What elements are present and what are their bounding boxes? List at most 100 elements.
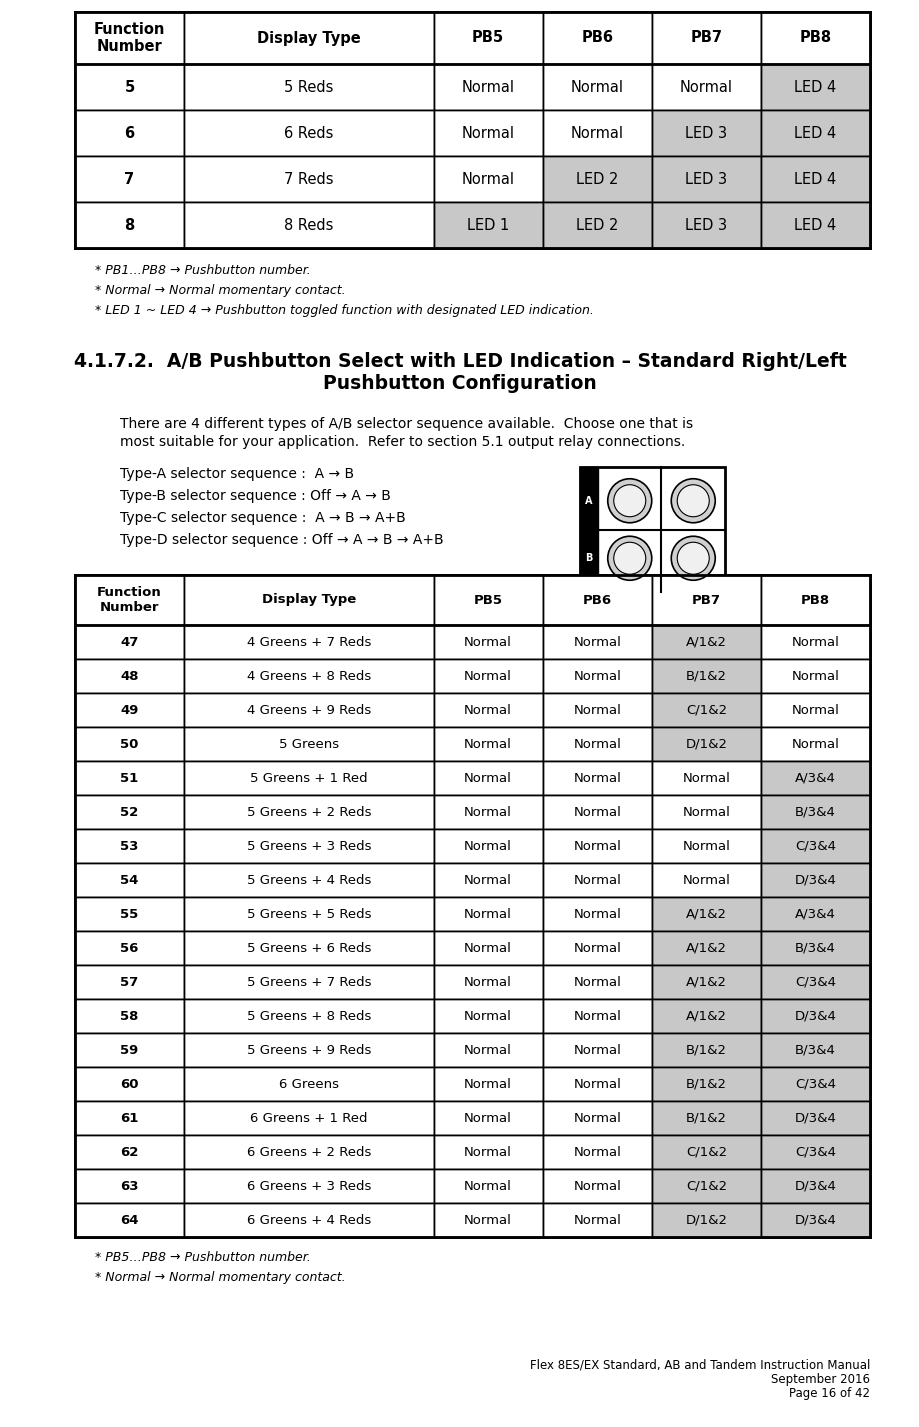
Bar — [75, 930, 184, 965]
Bar — [651, 64, 760, 110]
Text: Normal: Normal — [464, 1180, 512, 1193]
Text: Normal: Normal — [682, 873, 730, 886]
Text: Normal: Normal — [464, 1077, 512, 1090]
Text: 5 Reds: 5 Reds — [284, 80, 334, 94]
Text: D/3&4: D/3&4 — [794, 1009, 835, 1023]
Bar — [75, 11, 869, 248]
Bar — [433, 575, 542, 625]
Text: Function
Number: Function Number — [97, 586, 162, 614]
Text: LED 3: LED 3 — [685, 126, 727, 140]
Text: 63: 63 — [120, 1180, 139, 1193]
Bar — [542, 761, 651, 795]
Text: C/3&4: C/3&4 — [794, 839, 835, 852]
Text: 58: 58 — [120, 1009, 139, 1023]
Bar — [75, 110, 184, 156]
Bar — [75, 726, 184, 761]
Bar — [760, 625, 869, 659]
Bar — [651, 11, 760, 64]
Bar — [542, 999, 651, 1033]
Text: 5 Greens + 3 Reds: 5 Greens + 3 Reds — [246, 839, 370, 852]
Text: Normal: Normal — [790, 635, 838, 648]
Text: Normal: Normal — [464, 635, 512, 648]
Bar — [760, 11, 869, 64]
Text: Normal: Normal — [573, 976, 620, 989]
Text: Normal: Normal — [573, 738, 620, 751]
Bar — [760, 1134, 869, 1169]
Bar — [184, 795, 433, 829]
Bar — [184, 1067, 433, 1102]
Text: 47: 47 — [120, 635, 139, 648]
Text: Normal: Normal — [573, 839, 620, 852]
Bar — [75, 625, 184, 659]
Text: Flex 8ES/EX Standard, AB and Tandem Instruction Manual: Flex 8ES/EX Standard, AB and Tandem Inst… — [529, 1359, 869, 1371]
Text: A: A — [584, 495, 592, 505]
Text: Normal: Normal — [464, 976, 512, 989]
Text: A/3&4: A/3&4 — [794, 772, 835, 785]
Bar — [433, 110, 542, 156]
Bar — [651, 156, 760, 203]
Text: 4 Greens + 7 Reds: 4 Greens + 7 Reds — [246, 635, 370, 648]
Text: C/1&2: C/1&2 — [685, 1146, 726, 1159]
Text: 64: 64 — [120, 1213, 139, 1226]
Text: * PB5…PB8 → Pushbutton number.: * PB5…PB8 → Pushbutton number. — [95, 1251, 311, 1264]
Text: Normal: Normal — [679, 80, 732, 94]
Bar — [433, 1134, 542, 1169]
Text: 5 Greens + 6 Reds: 5 Greens + 6 Reds — [246, 942, 370, 955]
Text: LED 3: LED 3 — [685, 217, 727, 233]
Bar — [75, 1067, 184, 1102]
Text: * Normal → Normal momentary contact.: * Normal → Normal momentary contact. — [95, 284, 346, 297]
Circle shape — [613, 542, 645, 574]
Text: Normal: Normal — [573, 772, 620, 785]
Text: 4.1.7.2.  A/B Pushbutton Select with LED Indication – Standard Right/Left: 4.1.7.2. A/B Pushbutton Select with LED … — [74, 352, 845, 371]
Bar — [651, 930, 760, 965]
Bar — [542, 863, 651, 898]
Text: PB5: PB5 — [473, 594, 502, 606]
Bar — [433, 1169, 542, 1203]
Text: D/1&2: D/1&2 — [685, 738, 727, 751]
Text: D/3&4: D/3&4 — [794, 1213, 835, 1226]
Text: Normal: Normal — [573, 1043, 620, 1056]
Text: Page 16 of 42: Page 16 of 42 — [789, 1387, 869, 1400]
Bar — [433, 965, 542, 999]
Text: 53: 53 — [120, 839, 139, 852]
Text: LED 2: LED 2 — [575, 171, 618, 187]
Bar — [760, 110, 869, 156]
Bar — [433, 930, 542, 965]
Text: 59: 59 — [120, 1043, 139, 1056]
Bar — [651, 898, 760, 930]
Bar — [760, 659, 869, 694]
Circle shape — [676, 542, 709, 574]
Text: * Normal → Normal momentary contact.: * Normal → Normal momentary contact. — [95, 1271, 346, 1284]
Text: PB6: PB6 — [581, 30, 613, 46]
Bar — [184, 625, 433, 659]
Text: 54: 54 — [120, 873, 139, 886]
Text: * PB1…PB8 → Pushbutton number.: * PB1…PB8 → Pushbutton number. — [95, 264, 311, 277]
Text: There are 4 different types of A/B selector sequence available.  Choose one that: There are 4 different types of A/B selec… — [119, 417, 692, 431]
Bar — [579, 467, 724, 592]
Bar — [760, 726, 869, 761]
Text: Normal: Normal — [790, 738, 838, 751]
Bar — [760, 965, 869, 999]
Bar — [542, 1102, 651, 1134]
Bar — [542, 1203, 651, 1237]
Circle shape — [607, 537, 651, 581]
Text: Normal: Normal — [464, 805, 512, 819]
Text: Normal: Normal — [682, 839, 730, 852]
Text: B/1&2: B/1&2 — [685, 1077, 726, 1090]
Bar — [75, 829, 184, 863]
Bar — [651, 761, 760, 795]
Text: B/3&4: B/3&4 — [794, 805, 835, 819]
Text: 4 Greens + 8 Reds: 4 Greens + 8 Reds — [246, 669, 370, 682]
Bar — [542, 694, 651, 726]
Bar — [760, 1102, 869, 1134]
Bar — [760, 203, 869, 248]
Bar — [542, 625, 651, 659]
Bar — [542, 795, 651, 829]
Text: Normal: Normal — [464, 1009, 512, 1023]
Bar — [651, 110, 760, 156]
Text: 7 Reds: 7 Reds — [284, 171, 334, 187]
Text: 48: 48 — [120, 669, 139, 682]
Text: LED 2: LED 2 — [575, 217, 618, 233]
Text: B/1&2: B/1&2 — [685, 1043, 726, 1056]
Bar — [651, 1203, 760, 1237]
